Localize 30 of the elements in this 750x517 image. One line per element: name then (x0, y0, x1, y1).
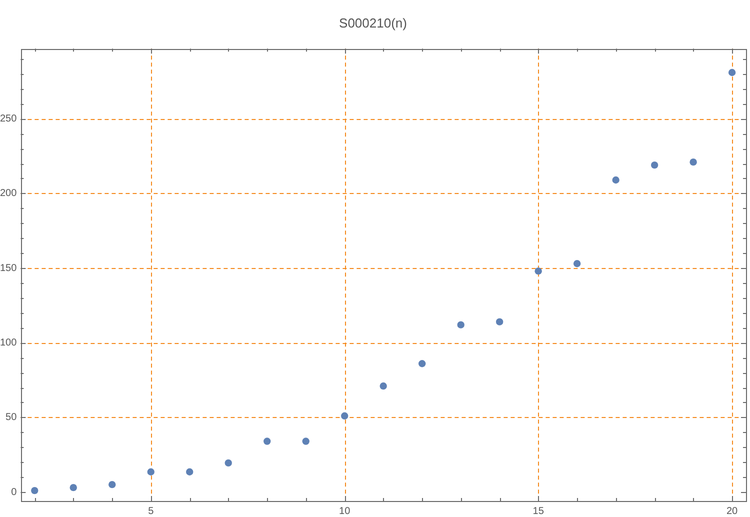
point (108, 480, 116, 488)
point (690, 158, 697, 166)
point (650, 161, 658, 169)
y-tick-label: 0 (11, 486, 18, 498)
point (224, 459, 232, 467)
y-tick-label: 100 (0, 337, 18, 348)
point (31, 486, 38, 494)
x-tick-label: 10 (339, 506, 351, 517)
x-tick-label: 15 (532, 506, 544, 517)
point (496, 318, 504, 326)
y-tick-label: 150 (0, 262, 18, 274)
point (147, 468, 154, 476)
y-tick-label: 200 (0, 188, 18, 200)
point (418, 360, 426, 368)
y-tick-label: 50 (6, 412, 18, 424)
point (457, 321, 464, 328)
point (302, 438, 310, 445)
point (612, 176, 620, 184)
point (534, 267, 542, 275)
chart-title: S000210(n) (339, 15, 407, 30)
x-tick-label: 20 (726, 506, 738, 517)
point (573, 260, 581, 268)
x-tick-label: 5 (148, 506, 154, 517)
point (186, 468, 194, 476)
point (728, 68, 736, 76)
point (380, 382, 387, 390)
point (264, 438, 271, 445)
y-tick-label: 250 (0, 114, 18, 125)
point (340, 412, 348, 420)
point (70, 484, 77, 492)
